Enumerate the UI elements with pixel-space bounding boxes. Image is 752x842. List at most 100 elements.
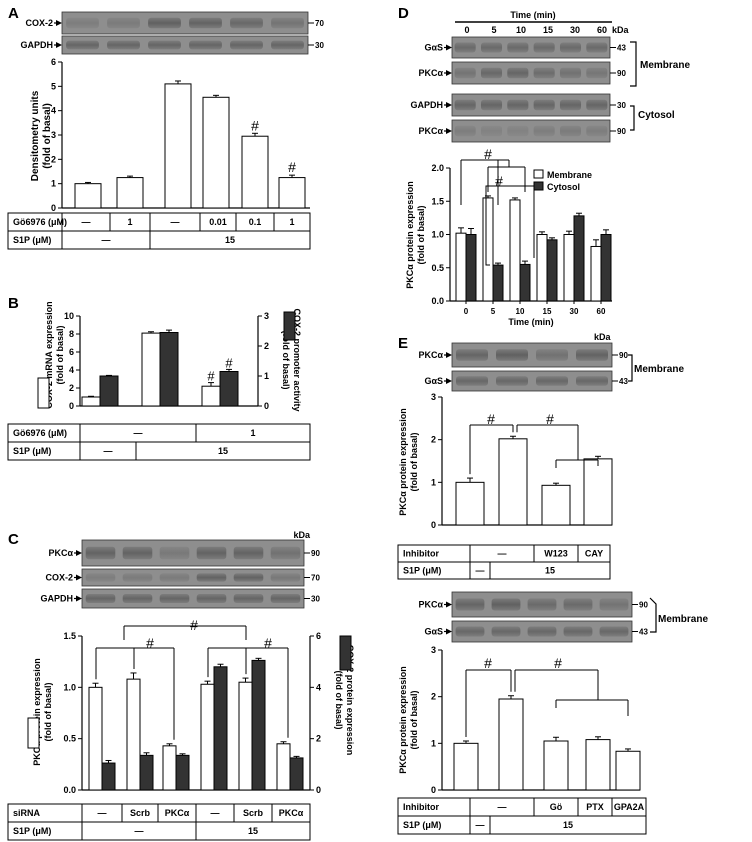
chart-A-bar: [74, 183, 102, 209]
time-label-D: 60: [597, 25, 607, 35]
chart-B-legend-open-swatch: [37, 377, 50, 409]
table-A-row1-cell: 1: [127, 217, 132, 227]
blot-C-gapdh-arrow-icon: [76, 595, 82, 602]
table-B-row2-cell: 15: [218, 446, 228, 456]
table-A-row2-cell: 15: [225, 235, 235, 245]
chart-E2-bar: [615, 750, 641, 791]
chart-A-bar: [116, 177, 144, 209]
blot-A-cox2-band: [66, 17, 99, 29]
blot-E2-pkca-band: [455, 598, 485, 611]
blot-D-pkca-mem-label: PKCα: [418, 68, 443, 78]
chart-C-bar-filled: [251, 659, 266, 791]
blot-E1-gas-band: [456, 376, 488, 386]
table-E1-row2-cell: —: [476, 566, 485, 576]
chart-C-bar-open: [200, 683, 215, 791]
blot-D-pkca-mem-band: [559, 67, 582, 79]
chart-B-yleft-tick-label: 8: [69, 329, 74, 339]
chart-B-yleft-tick-label: 0: [69, 401, 74, 411]
chart-C-yright-tick-label: 0: [316, 785, 321, 795]
blot-E1-gas-band: [576, 376, 608, 386]
chart-C-ylabel-right: COX-2 protein expression: [345, 645, 355, 756]
table-E2-row1-label: Inhibitor: [403, 802, 439, 812]
chart-C-yright-tick-label: 6: [316, 631, 321, 641]
chart-D-y-tick-label: 2.0: [431, 163, 444, 173]
table-A-row1-cell: —: [82, 217, 91, 227]
chart-B-yleft-tick-label: 6: [69, 347, 74, 357]
blot-D-pkca-mem-band: [533, 67, 555, 79]
chart-E2-bar: [498, 698, 524, 791]
table-E2-row1-cell: GPA2A: [614, 802, 645, 812]
chart-B-yleft-tick-label: 10: [64, 311, 74, 321]
blot-A-cox2-band: [189, 17, 222, 29]
blot-D-pkca-cyt-arrow-icon: [446, 128, 452, 134]
table-C-row1-cell: —: [211, 808, 220, 818]
blot-A-cox2-band: [271, 17, 304, 29]
table-A-row1-label: Gö6976 (μM): [13, 217, 67, 227]
chart-D-x-tick-label: 30: [570, 307, 579, 316]
chart-D-bar-membrane: [563, 234, 575, 302]
panel-letter-C: C: [8, 531, 19, 548]
blot-D-gas-band: [586, 42, 608, 53]
chart-C-bar-filled: [175, 754, 190, 791]
blot-D-pkca-mem-band: [454, 67, 476, 79]
blot-C-pkca-band: [270, 546, 301, 560]
blot-D-pkca-cyt-band: [454, 125, 476, 137]
blot-D-gas-band: [454, 42, 476, 53]
blot-A-cox2-label: COX-2: [25, 18, 53, 28]
blot-E1-pkca-arrow-icon: [446, 352, 452, 358]
blot-C-gapdh-band: [122, 593, 153, 604]
chart-D-bar-cytosol: [465, 234, 477, 302]
time-label-D: 10: [516, 25, 526, 35]
blot-D-pkca-mem-arrow-icon: [446, 70, 452, 76]
kda-header-C: kDa: [293, 530, 311, 540]
chart-A-bar: [202, 96, 230, 209]
table-E2-row2-cell: 15: [563, 820, 573, 830]
chart-D-bar-cytosol: [600, 234, 612, 302]
fraction-label-D-cytosol: Cytosol: [638, 110, 675, 121]
blot-A-cox2-kda: 70: [315, 19, 324, 28]
chart-B-yright-tick-label: 3: [264, 311, 269, 321]
blot-A-gapdh-band: [107, 40, 140, 50]
blot-D-pkca-cyt-band: [507, 125, 529, 137]
chart-E1-y-tick-label: 3: [431, 392, 436, 402]
chart-B-annotation: #: [207, 369, 215, 384]
chart-E1-annotation: #: [487, 411, 495, 427]
chart-B-legend-filled-swatch: [283, 311, 296, 341]
blot-C-gapdh-band: [85, 593, 116, 604]
table-C-row1-cell: Scrb: [243, 808, 264, 818]
panel-letter-A: A: [8, 5, 19, 22]
blot-A-gapdh-arrow-icon: [56, 42, 62, 48]
chart-C-yleft-tick-label: 0.5: [63, 734, 76, 744]
chart-C-annotation: #: [264, 635, 272, 651]
time-label-D: 0: [464, 25, 469, 35]
chart-D-annotation: #: [484, 146, 492, 162]
blot-C-cox2-band: [85, 573, 116, 582]
chart-E2-annotation: #: [554, 655, 562, 671]
chart-A-bar: [164, 83, 192, 209]
blot-D-pkca-cyt-band: [586, 125, 608, 137]
table-C-row1-cell: PKCα: [165, 808, 190, 818]
chart-C-annotation: #: [146, 635, 154, 651]
blot-D-gas-band: [533, 42, 555, 53]
time-label-D: 5: [491, 25, 496, 35]
table-A-row1-cell: 0.1: [249, 217, 262, 227]
chart-B-bar-filled: [219, 371, 239, 407]
blot-A-cox2-band: [230, 17, 263, 29]
chart-E1-annotation: #: [546, 411, 554, 427]
table-C-row2-label: S1P (μM): [13, 826, 51, 836]
blot-A-cox2-arrow-icon: [56, 20, 62, 26]
chart-C-annotation: #: [190, 617, 198, 633]
chart-D-legend-membrane-label: Membrane: [547, 170, 592, 180]
chart-C-ylabel-left: PKCα protein expression: [32, 658, 42, 766]
table-C-row1-cell: PKCα: [279, 808, 304, 818]
table-E2-row1-cell: —: [498, 802, 507, 812]
panel-letter-E: E: [398, 335, 408, 352]
table-C-row1-cell: —: [98, 808, 107, 818]
chart-A-y-tick-label: 4: [51, 106, 56, 116]
membrane-bracket-E2: [649, 597, 657, 633]
blot-E1-pkca-band: [576, 349, 608, 361]
chart-E2-ylabel: PKCα protein expression: [398, 666, 408, 774]
chart-D-y-tick-label: 0.0: [431, 296, 444, 306]
table-B-row1-label: Gö6976 (μM): [13, 428, 67, 438]
chart-C-legend-filled-swatch: [339, 635, 352, 671]
